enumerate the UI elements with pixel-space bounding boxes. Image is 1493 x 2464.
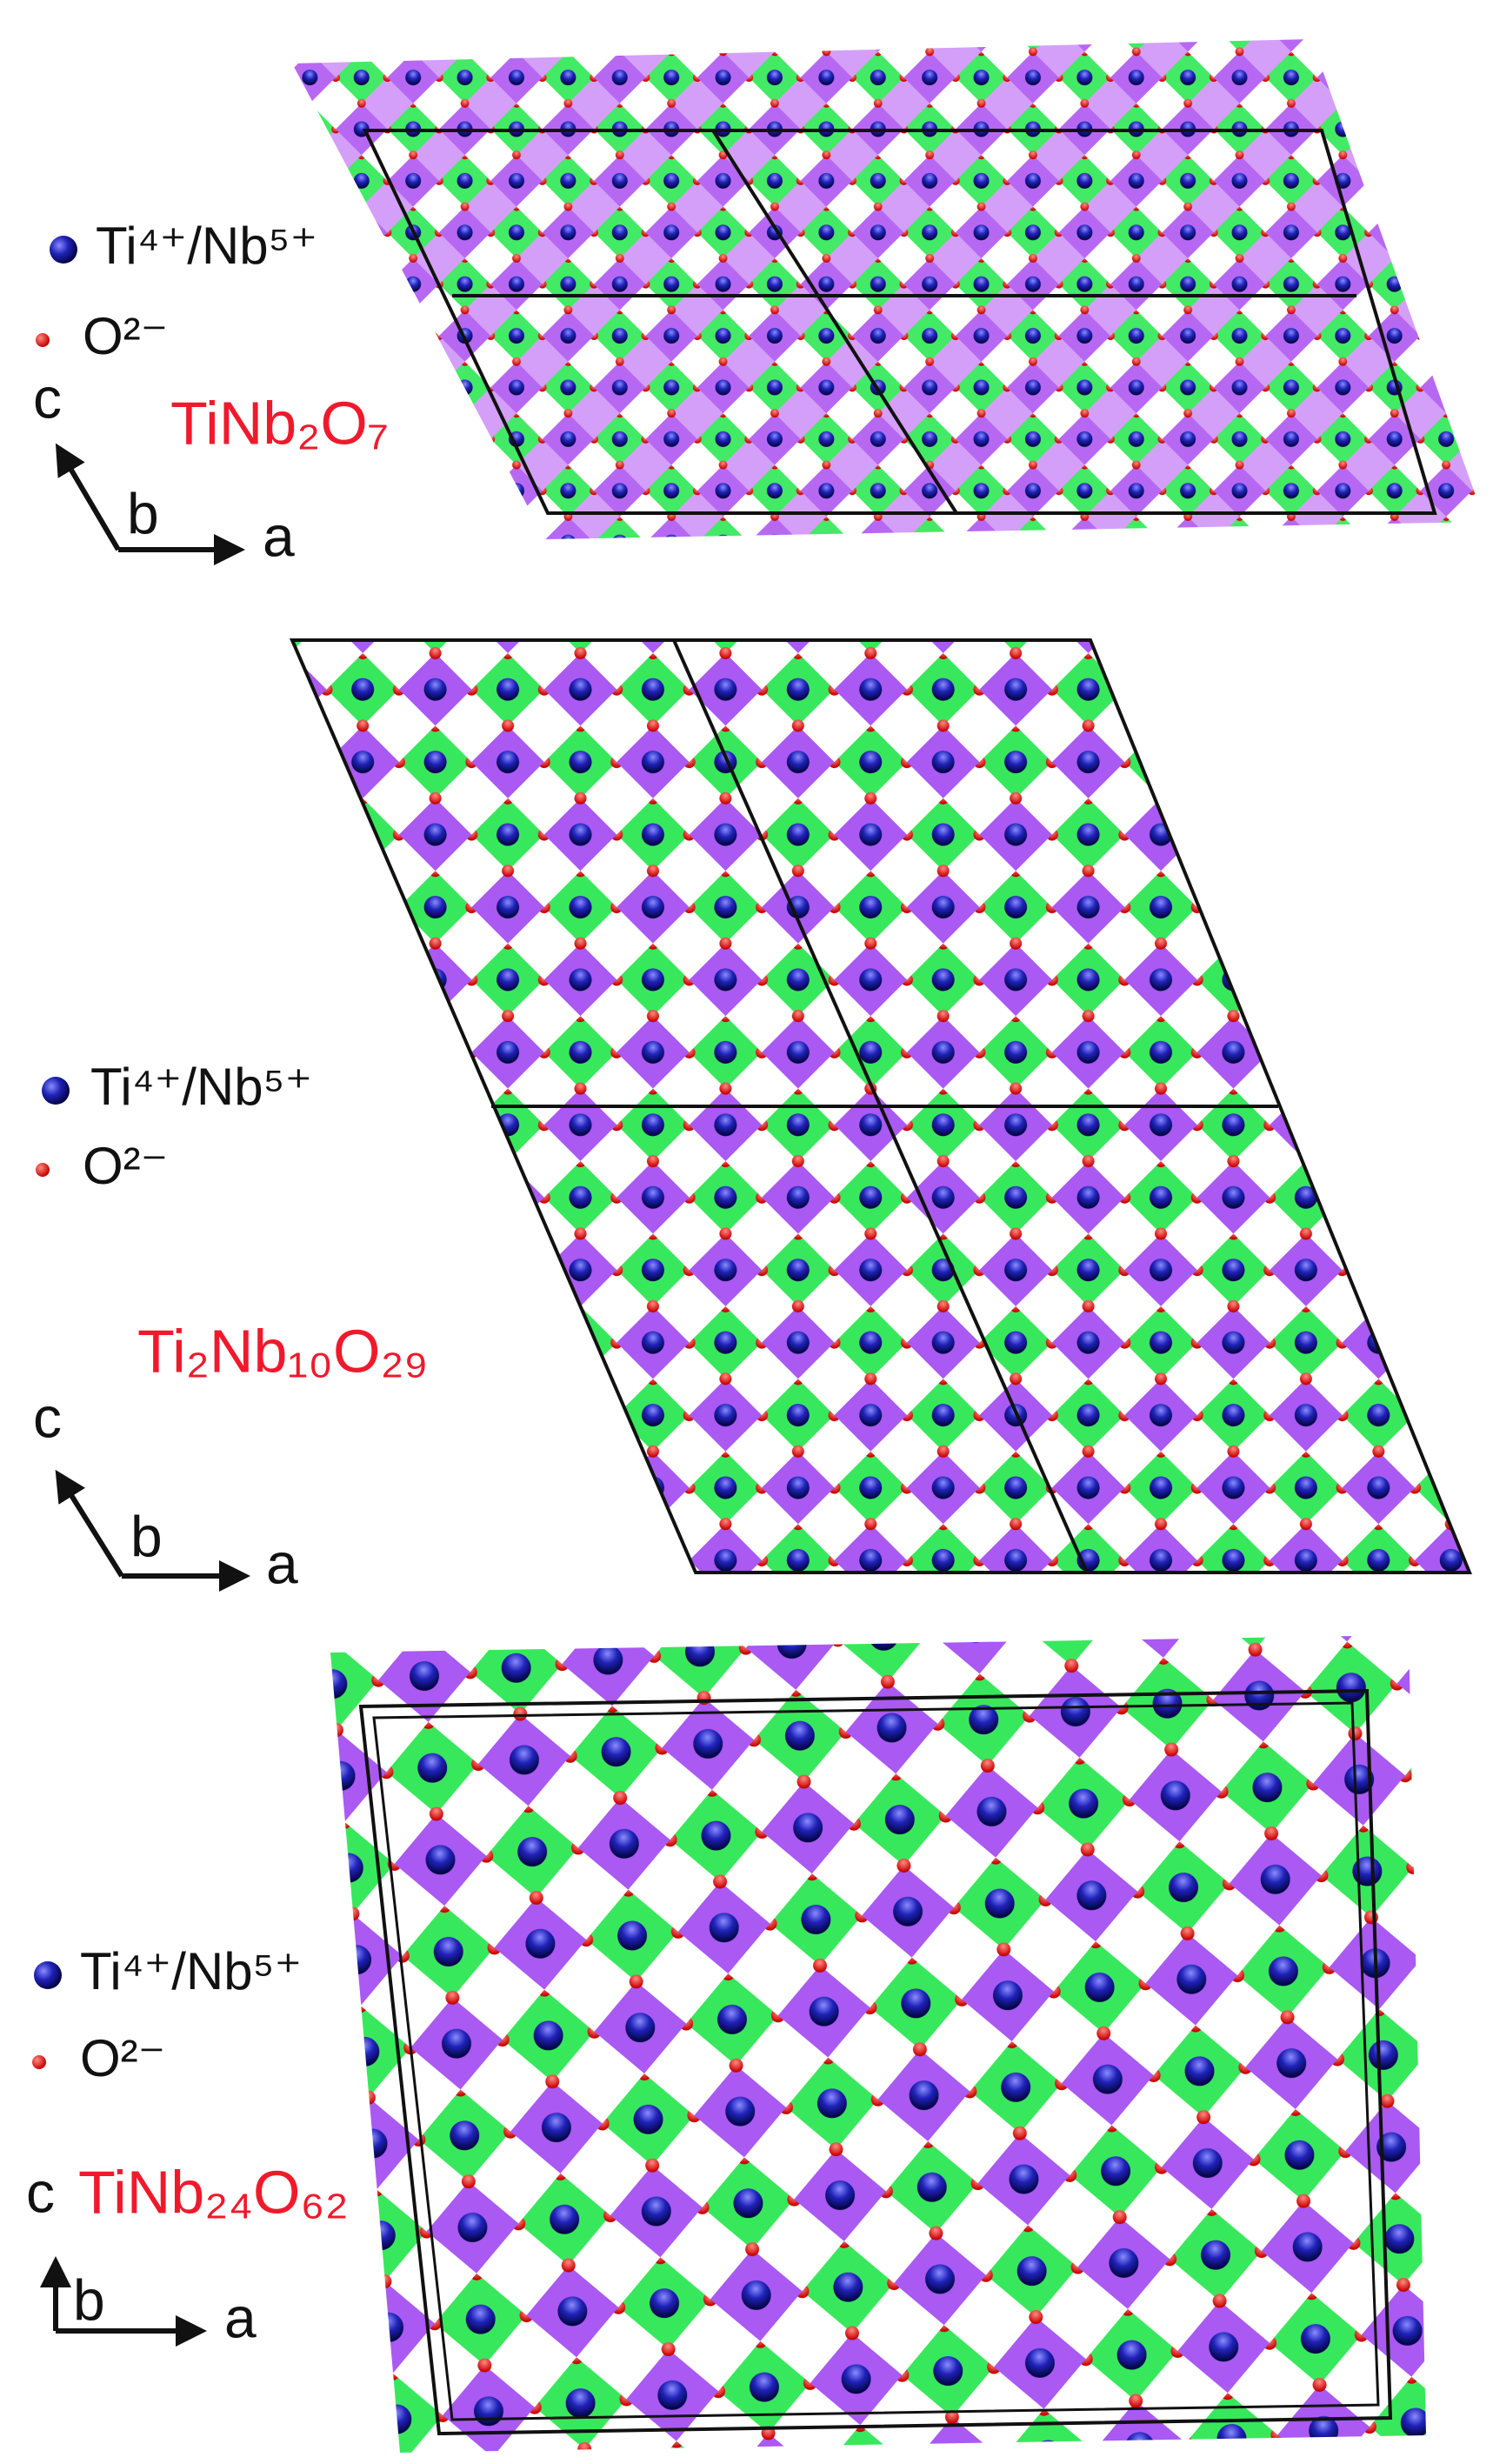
legend-oxygen-icon xyxy=(36,1163,50,1177)
formula: TiNb₂O₇ xyxy=(170,389,389,457)
legend-oxygen-icon xyxy=(36,333,50,347)
axis-arrow xyxy=(55,443,121,551)
unit-cell xyxy=(372,1701,1380,2421)
axis-label: c xyxy=(33,365,62,430)
panel: Ti⁴⁺/Nb⁵⁺ O²⁻ Ti₂Nb₁₀O₂₉ c b a xyxy=(33,638,1472,1595)
legend-oxygen-icon xyxy=(32,2055,46,2069)
panel: Ti⁴⁺/Nb⁵⁺ O²⁻ c TiNb₂₄O₆₂ b a xyxy=(26,1635,1426,2453)
panel: Ti⁴⁺/Nb⁵⁺ O²⁻ TiNb₂O₇ c b a xyxy=(33,39,1485,568)
legend-label: O²⁻ xyxy=(83,1137,168,1195)
axis-arrow xyxy=(55,1469,124,1578)
axis-label: a xyxy=(224,2285,257,2349)
legend-label: O²⁻ xyxy=(80,2029,165,2087)
unit-cell xyxy=(711,129,958,515)
legend-metal-icon xyxy=(50,236,77,264)
legend-label: Ti⁴⁺/Nb⁵⁺ xyxy=(90,1058,312,1116)
axis-label: a xyxy=(263,504,295,568)
axis-label: c xyxy=(26,2160,55,2224)
legend-metal-icon xyxy=(42,1077,70,1105)
legend-metal-icon xyxy=(34,1961,62,1989)
axis-label: b xyxy=(130,1504,163,1568)
crystal-structure xyxy=(292,39,1485,539)
unit-cell xyxy=(362,129,1437,515)
legend-label: O²⁻ xyxy=(83,307,168,365)
unit-cell xyxy=(289,638,1472,1574)
legend-label: Ti⁴⁺/Nb⁵⁺ xyxy=(80,1942,302,2000)
unit-cell xyxy=(358,1688,1393,2436)
axis-label: b xyxy=(127,481,159,545)
axis-label: b xyxy=(73,2267,105,2332)
crystal-structure xyxy=(330,1635,1426,2453)
axis-label: c xyxy=(33,1385,62,1449)
legend-label: Ti⁴⁺/Nb⁵⁺ xyxy=(96,217,317,275)
formula: TiNb₂₄O₆₂ xyxy=(78,2158,349,2226)
axis-label: a xyxy=(266,1531,298,1595)
formula: Ti₂Nb₁₀O₂₉ xyxy=(137,1317,428,1385)
